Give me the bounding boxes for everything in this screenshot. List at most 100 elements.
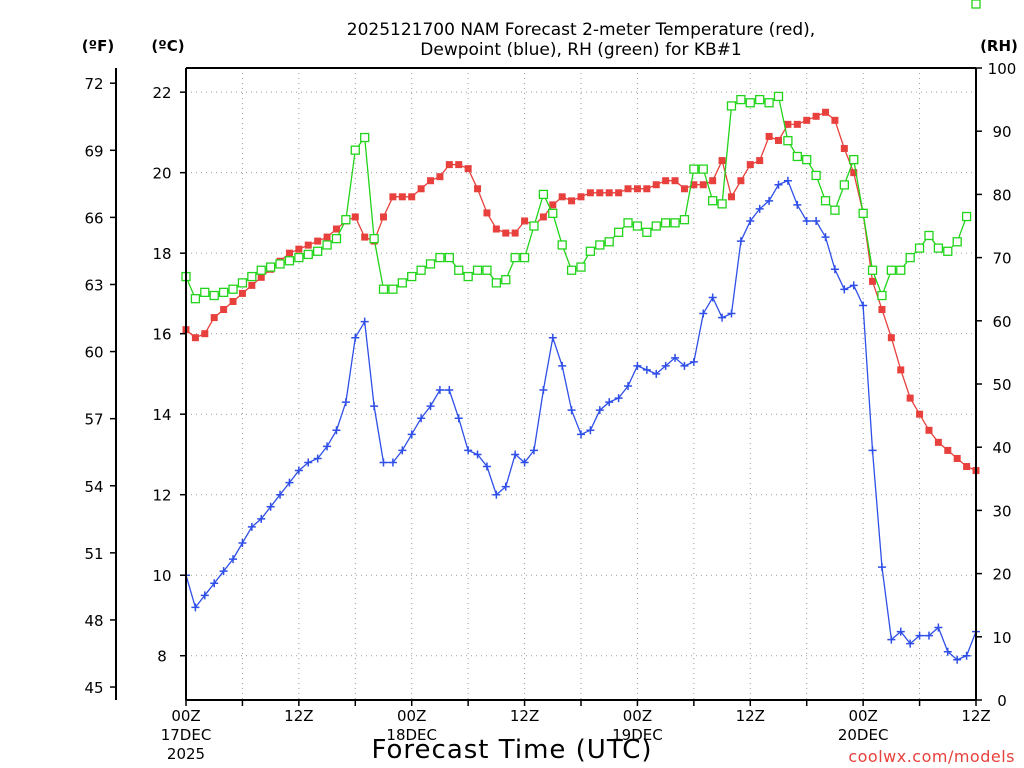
dewpoint-point bbox=[294, 466, 303, 475]
temperature-point bbox=[812, 112, 820, 120]
dewpoint-point bbox=[652, 369, 661, 378]
temperature-point bbox=[878, 306, 886, 314]
dewpoint-point bbox=[473, 450, 482, 459]
temperature-point bbox=[944, 446, 952, 454]
rh-point bbox=[200, 287, 210, 298]
rh-point bbox=[849, 154, 859, 165]
dewpoint-point bbox=[464, 446, 473, 455]
dewpoint-point bbox=[962, 651, 971, 660]
dewpoint-point bbox=[407, 430, 416, 439]
temperature-point bbox=[850, 169, 858, 177]
dewpoint-point bbox=[727, 309, 736, 318]
temperature-point bbox=[765, 132, 773, 140]
temperature-point bbox=[257, 273, 265, 281]
fahrenheit-tick-label: 57 bbox=[84, 411, 103, 429]
dewpoint-point bbox=[699, 309, 708, 318]
x-axis-title: Forecast Time (UTC) bbox=[371, 735, 652, 765]
dewpoint-point bbox=[323, 442, 332, 451]
temperature-point bbox=[652, 181, 660, 189]
temperature-series-line bbox=[185, 111, 977, 472]
rh-tick-label: 30 bbox=[992, 502, 1011, 520]
rh-point bbox=[802, 154, 812, 165]
rh-point bbox=[322, 240, 332, 250]
axes-layer bbox=[115, 67, 977, 701]
rh-point bbox=[971, 0, 981, 9]
rh-point bbox=[858, 208, 868, 219]
x-tick-date-label: 18DEC bbox=[386, 726, 437, 744]
dewpoint-point bbox=[548, 333, 557, 342]
temperature-point bbox=[887, 334, 895, 342]
temperature-point bbox=[285, 249, 293, 257]
temperature-point bbox=[793, 120, 801, 128]
dewpoint-point bbox=[520, 458, 529, 467]
rh-point bbox=[350, 145, 360, 155]
fahrenheit-tick-label: 45 bbox=[84, 679, 103, 697]
rh-tick-label: 80 bbox=[992, 186, 1011, 204]
dewpoint-point bbox=[501, 482, 510, 491]
x-tick-label: 00Z bbox=[848, 707, 877, 725]
celsius-unit-label: (ºC) bbox=[151, 37, 184, 55]
temperature-point bbox=[963, 463, 971, 471]
rh-point bbox=[642, 227, 652, 237]
rh-point bbox=[454, 265, 464, 275]
temperature-point bbox=[916, 410, 924, 418]
dewpoint-point bbox=[821, 233, 830, 242]
temperature-point bbox=[210, 314, 218, 322]
rh-point bbox=[830, 205, 840, 215]
temperature-point bbox=[558, 193, 566, 201]
temperature-point bbox=[229, 297, 237, 305]
dewpoint-point bbox=[586, 426, 595, 435]
dewpoint-point bbox=[426, 402, 435, 411]
temperature-point bbox=[718, 157, 726, 165]
temperature-point bbox=[953, 454, 961, 462]
fahrenheit-tick-label: 48 bbox=[84, 612, 103, 630]
x-tick-label: 12Z bbox=[510, 707, 539, 725]
dewpoint-point bbox=[830, 265, 839, 274]
dewpoint-point bbox=[774, 180, 783, 189]
grid-lines bbox=[186, 68, 976, 700]
rh-point bbox=[736, 94, 746, 105]
dewpoint-point bbox=[370, 402, 379, 411]
temperature-point bbox=[615, 189, 623, 197]
dewpoint-point bbox=[266, 502, 275, 511]
dewpoint-point bbox=[915, 631, 924, 640]
x-tick-label: 12Z bbox=[736, 707, 765, 725]
rh-point bbox=[435, 252, 445, 263]
dewpoint-point bbox=[642, 365, 651, 374]
temperature-point bbox=[483, 209, 491, 217]
rh-point bbox=[566, 265, 577, 275]
rh-point bbox=[689, 164, 699, 174]
dewpoint-point bbox=[896, 627, 905, 636]
rh-point bbox=[896, 265, 906, 275]
rh-point bbox=[247, 271, 257, 282]
dewpoint-point bbox=[924, 631, 933, 640]
rh-point bbox=[745, 98, 755, 108]
x-tick-date-label: 17DEC bbox=[161, 726, 212, 744]
rh-point bbox=[623, 218, 633, 228]
dewpoint-point bbox=[492, 490, 501, 499]
rh-tick-label: 40 bbox=[992, 439, 1011, 457]
x-tick-date-label: 19DEC bbox=[612, 726, 663, 744]
rh-point bbox=[698, 164, 708, 174]
x-tick-label: 12Z bbox=[961, 707, 990, 725]
rh-point bbox=[613, 227, 624, 237]
temperature-point bbox=[408, 193, 416, 201]
dewpoint-point bbox=[529, 446, 538, 455]
dewpoint-point bbox=[708, 293, 717, 302]
dewpoint-point bbox=[755, 204, 764, 213]
rh-point bbox=[886, 265, 897, 275]
rh-point bbox=[773, 91, 784, 102]
temperature-point bbox=[351, 213, 359, 221]
rh-point bbox=[519, 252, 530, 263]
fahrenheit-tick-label: 69 bbox=[84, 142, 103, 160]
dewpoint-point bbox=[793, 200, 802, 209]
dewpoint-point bbox=[953, 655, 962, 664]
dewpoint-point bbox=[511, 450, 520, 459]
rh-tick-label: 60 bbox=[992, 313, 1011, 331]
series-layer bbox=[181, 0, 981, 664]
dewpoint-point bbox=[379, 458, 388, 467]
temperature-point bbox=[699, 181, 707, 189]
chart-subtitle: Dewpoint (blue), RH (green) for KB#1 bbox=[420, 40, 741, 60]
rh-point bbox=[294, 252, 304, 263]
temperature-point bbox=[332, 225, 340, 233]
